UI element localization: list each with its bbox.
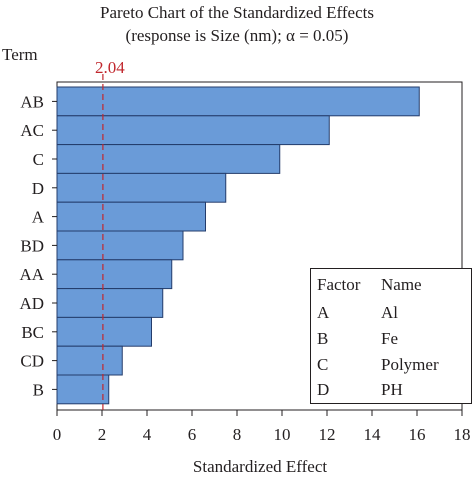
legend-factor: B <box>317 329 329 348</box>
x-tick-label: 4 <box>143 425 152 444</box>
reference-line-label: 2.04 <box>95 58 125 77</box>
legend-name: PH <box>381 380 403 399</box>
y-tick-label: A <box>32 208 45 227</box>
legend-factor: D <box>317 380 330 399</box>
chart-subtitle: (response is Size (nm); α = 0.05) <box>125 26 349 45</box>
chart-title: Pareto Chart of the Standardized Effects <box>100 3 374 22</box>
y-axis-title: Term <box>2 45 38 64</box>
legend-name: Polymer <box>381 355 439 374</box>
bar <box>56 374 110 405</box>
factor-legend: Factor Name A Al B Fe C Polymer D PH <box>310 268 472 404</box>
bar <box>56 172 227 203</box>
x-axis-label: Standardized Effect <box>192 457 328 476</box>
x-tick-label: 16 <box>409 425 426 444</box>
x-tick-label: 14 <box>364 425 382 444</box>
bar <box>56 288 164 318</box>
x-tick-label: 10 <box>274 425 291 444</box>
y-tick-label: AB <box>20 92 44 111</box>
bar <box>56 86 420 117</box>
bar <box>56 115 330 146</box>
y-tick-label: AC <box>20 121 44 140</box>
bar <box>56 144 281 174</box>
y-tick-label: AA <box>19 265 44 284</box>
bar <box>56 230 184 261</box>
x-tick-label: 12 <box>319 425 336 444</box>
legend-factor: A <box>317 303 330 322</box>
legend-header-name: Name <box>381 275 422 294</box>
bar <box>56 259 173 290</box>
legend-header-factor: Factor <box>317 275 361 294</box>
x-tick-label: 0 <box>53 425 62 444</box>
bar <box>56 345 123 376</box>
y-tick-label: BD <box>20 236 44 255</box>
legend-factor: C <box>317 355 329 374</box>
bar <box>56 316 152 347</box>
legend-name: Fe <box>381 329 398 348</box>
x-tick-label: 2 <box>98 425 107 444</box>
legend-name: Al <box>381 303 398 322</box>
y-tick-label: B <box>33 380 44 399</box>
y-tick-label: C <box>33 150 44 169</box>
bar <box>56 201 206 232</box>
x-tick-label: 6 <box>188 425 197 444</box>
y-tick-label: D <box>32 179 44 198</box>
y-tick-label: CD <box>20 352 44 371</box>
y-tick-label: BC <box>21 323 44 342</box>
x-tick-label: 8 <box>233 425 242 444</box>
y-tick-label: AD <box>19 294 44 313</box>
x-tick-label: 18 <box>454 425 471 444</box>
